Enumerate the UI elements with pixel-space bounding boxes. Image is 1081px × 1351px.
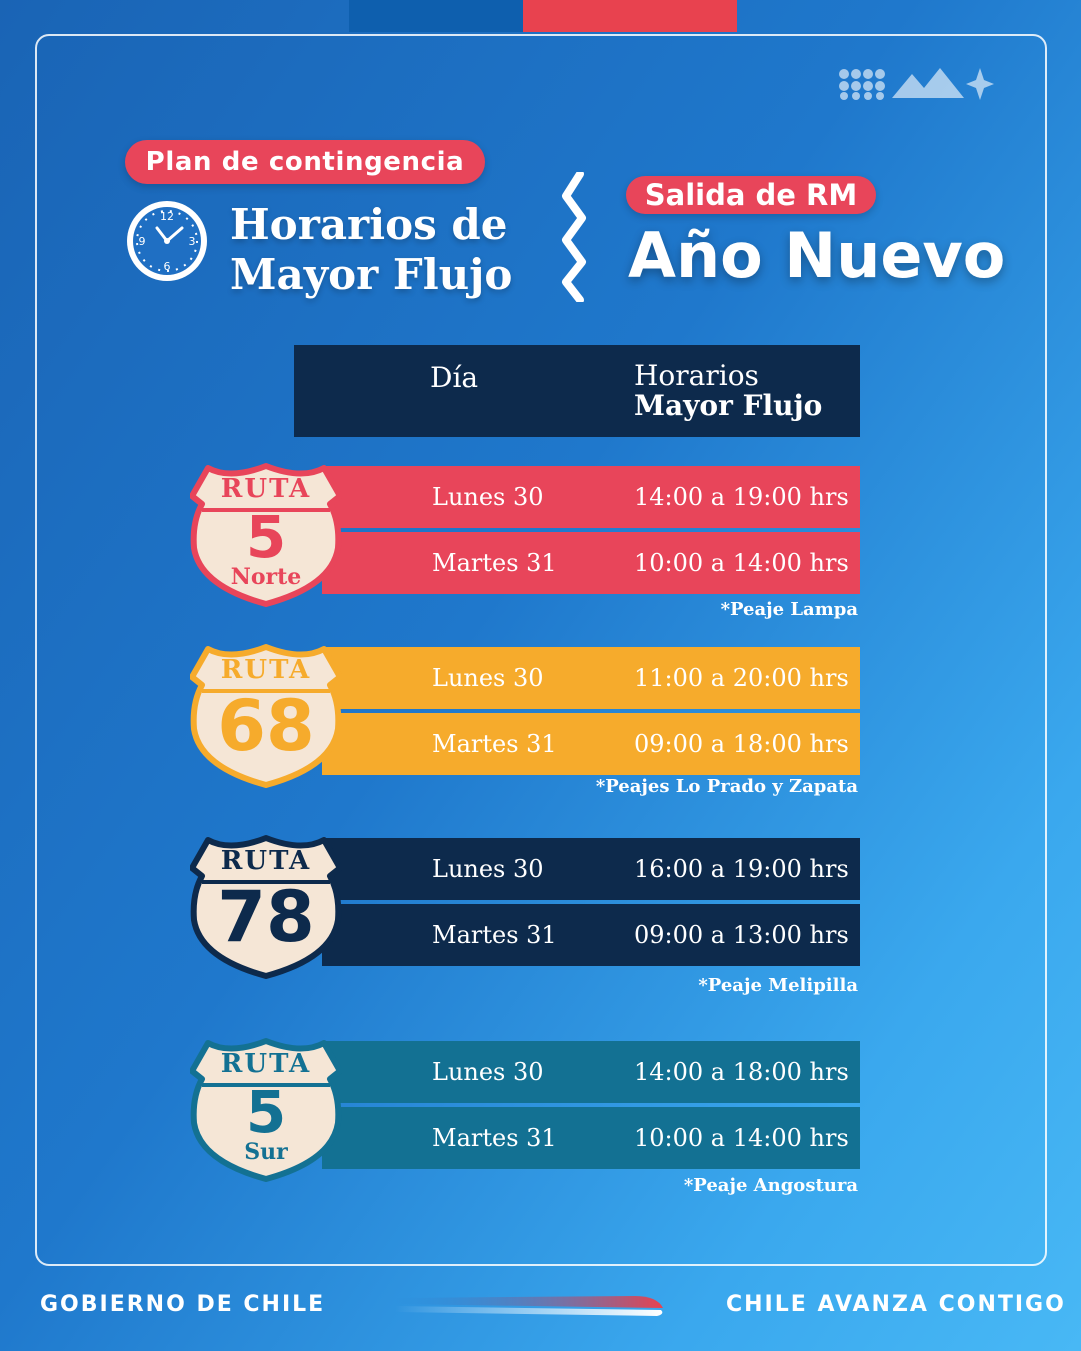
svg-text:9: 9 bbox=[139, 235, 146, 248]
row-hours: 09:00 a 18:00 hrs bbox=[634, 730, 849, 758]
table-row: Martes 31 10:00 a 14:00 hrs bbox=[322, 532, 860, 594]
svg-text:3: 3 bbox=[189, 235, 196, 248]
table-header: Día Horarios Mayor Flujo bbox=[294, 345, 860, 437]
route-shield-icon bbox=[190, 639, 342, 789]
table-row: Martes 31 10:00 a 14:00 hrs bbox=[322, 1107, 860, 1169]
shield-direction-label: Norte bbox=[230, 564, 302, 590]
content-frame bbox=[35, 34, 1047, 1266]
title-line-2: Mayor Flujo bbox=[230, 250, 513, 299]
row-day: Lunes 30 bbox=[432, 483, 544, 511]
footer-slogan: CHILE AVANZA CONTIGO bbox=[726, 1292, 1066, 1317]
svg-text:12: 12 bbox=[160, 210, 174, 223]
table-row: Lunes 30 14:00 a 19:00 hrs bbox=[322, 466, 860, 528]
page-title: Horarios de Mayor Flujo bbox=[230, 200, 570, 300]
shield-route-number: 5 bbox=[245, 503, 287, 571]
toll-note: *Peaje Lampa bbox=[720, 599, 858, 620]
column-header-hours: Horarios Mayor Flujo bbox=[634, 361, 822, 421]
row-hours: 09:00 a 13:00 hrs bbox=[634, 921, 849, 949]
shield-ruta-label: RUTA bbox=[220, 655, 312, 685]
row-day: Martes 31 bbox=[432, 1124, 557, 1152]
column-header-day: Día bbox=[430, 361, 479, 394]
dots-mountain-star-icon bbox=[839, 68, 994, 100]
row-hours: 14:00 a 18:00 hrs bbox=[634, 1058, 849, 1086]
toll-note: *Peaje Melipilla bbox=[698, 975, 858, 996]
shield-direction-label: Sur bbox=[244, 1139, 288, 1165]
row-hours: 10:00 a 14:00 hrs bbox=[634, 549, 849, 577]
table-row: Martes 31 09:00 a 13:00 hrs bbox=[322, 904, 860, 966]
zigzag-divider-icon bbox=[562, 172, 586, 302]
shield-route-number: 5 bbox=[245, 1078, 287, 1146]
column-header-hours-line1: Horarios bbox=[634, 359, 759, 392]
svg-text:6: 6 bbox=[164, 260, 171, 273]
clock-icon: 12 3 6 9 bbox=[127, 201, 207, 281]
toll-note: *Peajes Lo Prado y Zapata bbox=[595, 776, 858, 797]
row-hours: 14:00 a 19:00 hrs bbox=[634, 483, 849, 511]
row-hours: 11:00 a 20:00 hrs bbox=[634, 664, 849, 692]
footer-swoosh-icon bbox=[395, 1296, 663, 1316]
table-row: Lunes 30 16:00 a 19:00 hrs bbox=[322, 838, 860, 900]
shield-route-number: 78 bbox=[217, 876, 315, 958]
route-shield-icon bbox=[190, 458, 342, 608]
route-shield-icon bbox=[190, 830, 342, 980]
toll-note: *Peaje Angostura bbox=[683, 1175, 858, 1196]
row-hours: 10:00 a 14:00 hrs bbox=[634, 1124, 849, 1152]
contingency-plan-badge: Plan de contingencia bbox=[125, 140, 485, 184]
row-day: Martes 31 bbox=[432, 730, 557, 758]
shield-ruta-label: RUTA bbox=[220, 1049, 312, 1079]
row-day: Lunes 30 bbox=[432, 855, 544, 883]
route-shield-icon bbox=[190, 1033, 342, 1183]
footer-government: GOBIERNO DE CHILE bbox=[40, 1292, 326, 1317]
row-day: Martes 31 bbox=[432, 921, 557, 949]
row-day: Lunes 30 bbox=[432, 664, 544, 692]
table-row: Lunes 30 14:00 a 18:00 hrs bbox=[322, 1041, 860, 1103]
row-day: Martes 31 bbox=[432, 549, 557, 577]
title-line-1: Horarios de bbox=[230, 200, 508, 249]
event-title: Año Nuevo bbox=[628, 219, 1006, 292]
top-bar-red bbox=[523, 0, 737, 32]
exit-rm-badge: Salida de RM bbox=[626, 176, 876, 214]
top-bar-blue bbox=[349, 0, 523, 32]
column-header-hours-line2: Mayor Flujo bbox=[634, 389, 823, 422]
shield-ruta-label: RUTA bbox=[220, 474, 312, 504]
row-hours: 16:00 a 19:00 hrs bbox=[634, 855, 849, 883]
row-day: Lunes 30 bbox=[432, 1058, 544, 1086]
table-row: Lunes 30 11:00 a 20:00 hrs bbox=[322, 647, 860, 709]
table-row: Martes 31 09:00 a 18:00 hrs bbox=[322, 713, 860, 775]
shield-ruta-label: RUTA bbox=[220, 846, 312, 876]
shield-route-number: 68 bbox=[217, 685, 315, 767]
